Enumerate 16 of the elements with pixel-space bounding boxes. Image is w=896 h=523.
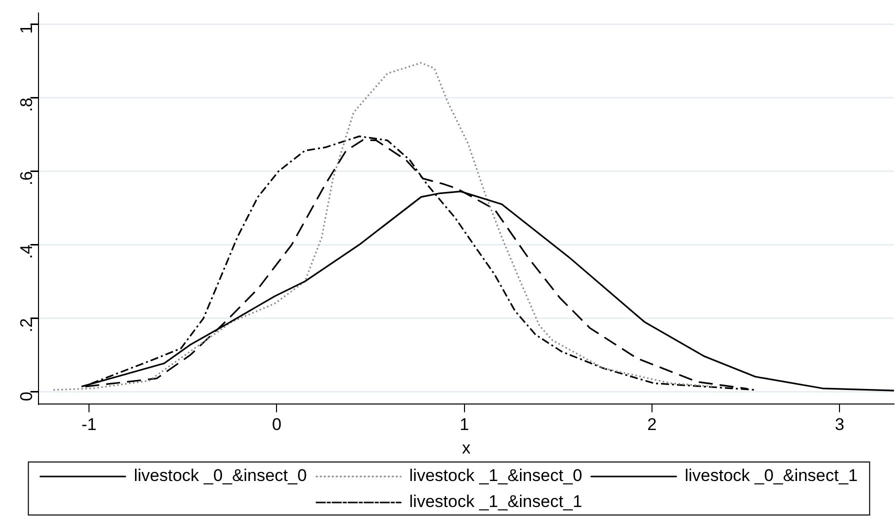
x-tick-label: 0 [272,415,282,434]
y-tick-label: .2 [17,318,36,332]
x-axis-title: x [462,438,471,458]
y-tick-label: .6 [17,171,36,186]
legend-label: livestock _0_&insect_1 [684,466,858,486]
x-tick-label: 2 [647,415,657,434]
x-tick-label: 3 [834,415,844,434]
x-tick-label: 1 [460,415,470,434]
y-tick-label: 0 [17,392,36,402]
y-tick-label: .4 [17,244,36,259]
y-tick-label: .8 [17,98,36,112]
legend-label: livestock _1_&insect_1 [409,492,582,512]
x-tick-label: -1 [82,415,97,434]
legend-label: livestock _0_&insect_0 [134,466,307,486]
legend-label: livestock _1_&insect_0 [409,466,582,486]
y-tick-label: 1 [17,24,36,34]
